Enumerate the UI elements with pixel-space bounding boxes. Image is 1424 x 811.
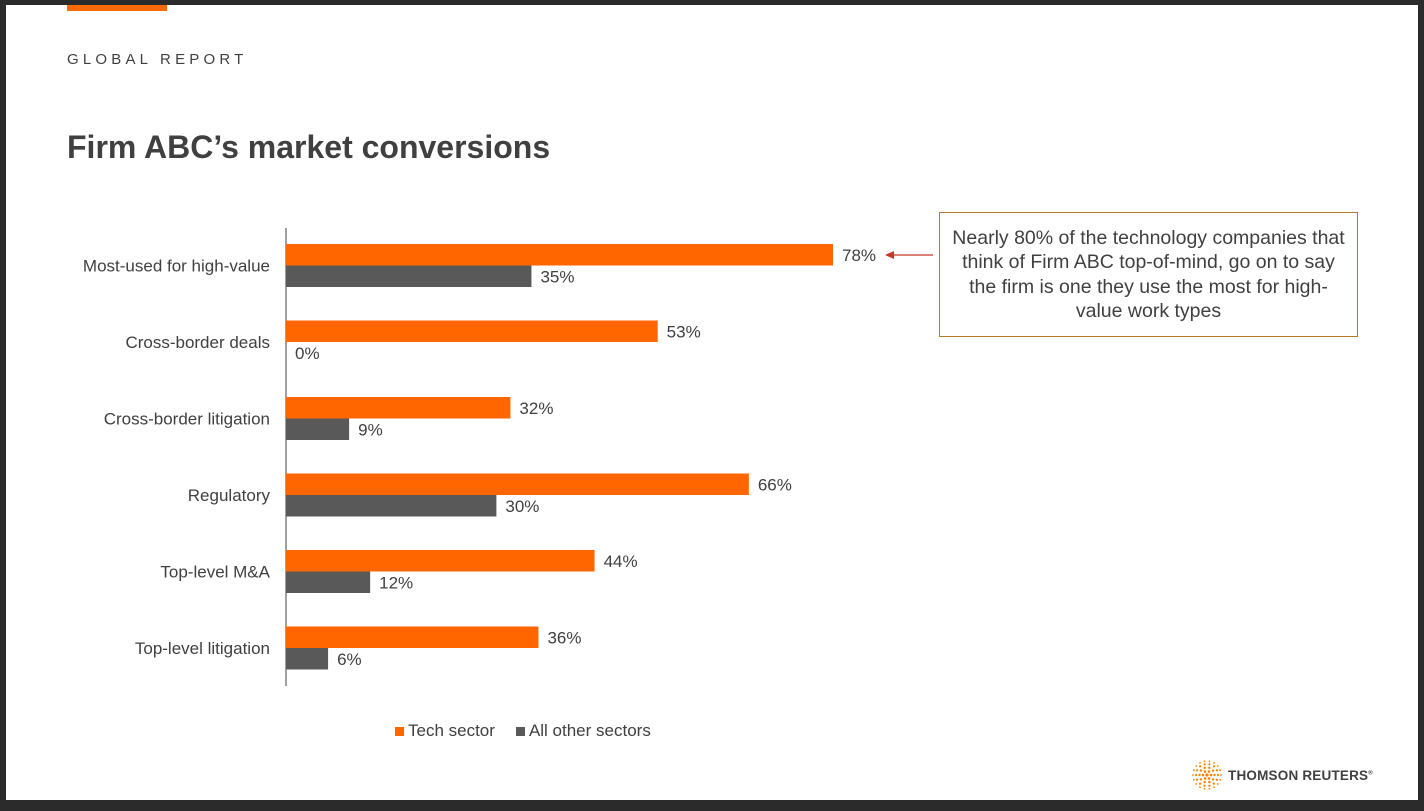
bar: [286, 418, 350, 440]
data-label: 9%: [358, 420, 383, 439]
legend-label-tech: Tech sector: [408, 721, 495, 740]
legend-swatch-other: [515, 726, 525, 736]
reuters-dots-icon: [1192, 760, 1222, 790]
bar: [286, 550, 595, 572]
category-label: Regulatory: [188, 486, 271, 505]
logo-text: THOMSON REUTERS®: [1228, 768, 1373, 783]
legend-swatch-tech: [395, 726, 404, 736]
thomson-reuters-logo: THOMSON REUTERS®: [1192, 760, 1373, 790]
report-eyebrow: GLOBAL REPORT: [67, 51, 248, 68]
data-label: 6%: [337, 650, 362, 669]
category-label: Cross-border litigation: [104, 410, 270, 429]
legend-item-tech: Tech sector: [395, 721, 495, 741]
accent-bar: [67, 5, 167, 11]
callout-arrow-head: [885, 251, 894, 259]
data-label: 35%: [540, 267, 574, 286]
category-label: Top-level M&A: [160, 563, 270, 582]
category-label: Cross-border deals: [125, 333, 270, 352]
callout-text: Nearly 80% of the technology companies t…: [952, 226, 1345, 323]
bar: [286, 244, 833, 266]
data-label: 0%: [295, 344, 320, 363]
category-label: Top-level litigation: [135, 639, 270, 658]
logo-registered-mark: ®: [1368, 770, 1373, 776]
bar: [286, 265, 532, 287]
data-label: 12%: [379, 573, 413, 592]
bar: [286, 473, 749, 495]
bar: [286, 495, 497, 517]
bar: [286, 397, 511, 419]
logo-wordmark: THOMSON REUTERS: [1228, 767, 1369, 783]
callout-box: Nearly 80% of the technology companies t…: [939, 212, 1358, 337]
data-label: 66%: [758, 475, 792, 494]
data-label: 53%: [667, 322, 701, 341]
legend-item-other: All other sectors: [515, 721, 651, 741]
legend-label-other: All other sectors: [528, 721, 651, 740]
data-label: 44%: [604, 552, 638, 571]
bar: [286, 648, 329, 670]
data-label: 36%: [547, 628, 581, 647]
chart-legend: Tech sector All other sectors: [395, 721, 672, 741]
bar: [286, 626, 539, 648]
bar: [286, 571, 371, 593]
slide: GLOBAL REPORT Firm ABC’s market conversi…: [6, 5, 1418, 800]
data-label: 78%: [842, 246, 876, 265]
data-label: 32%: [519, 399, 553, 418]
category-label: Most-used for high-value: [83, 257, 270, 276]
page-title: Firm ABC’s market conversions: [67, 129, 551, 165]
bar: [286, 320, 658, 342]
data-label: 30%: [505, 497, 539, 516]
